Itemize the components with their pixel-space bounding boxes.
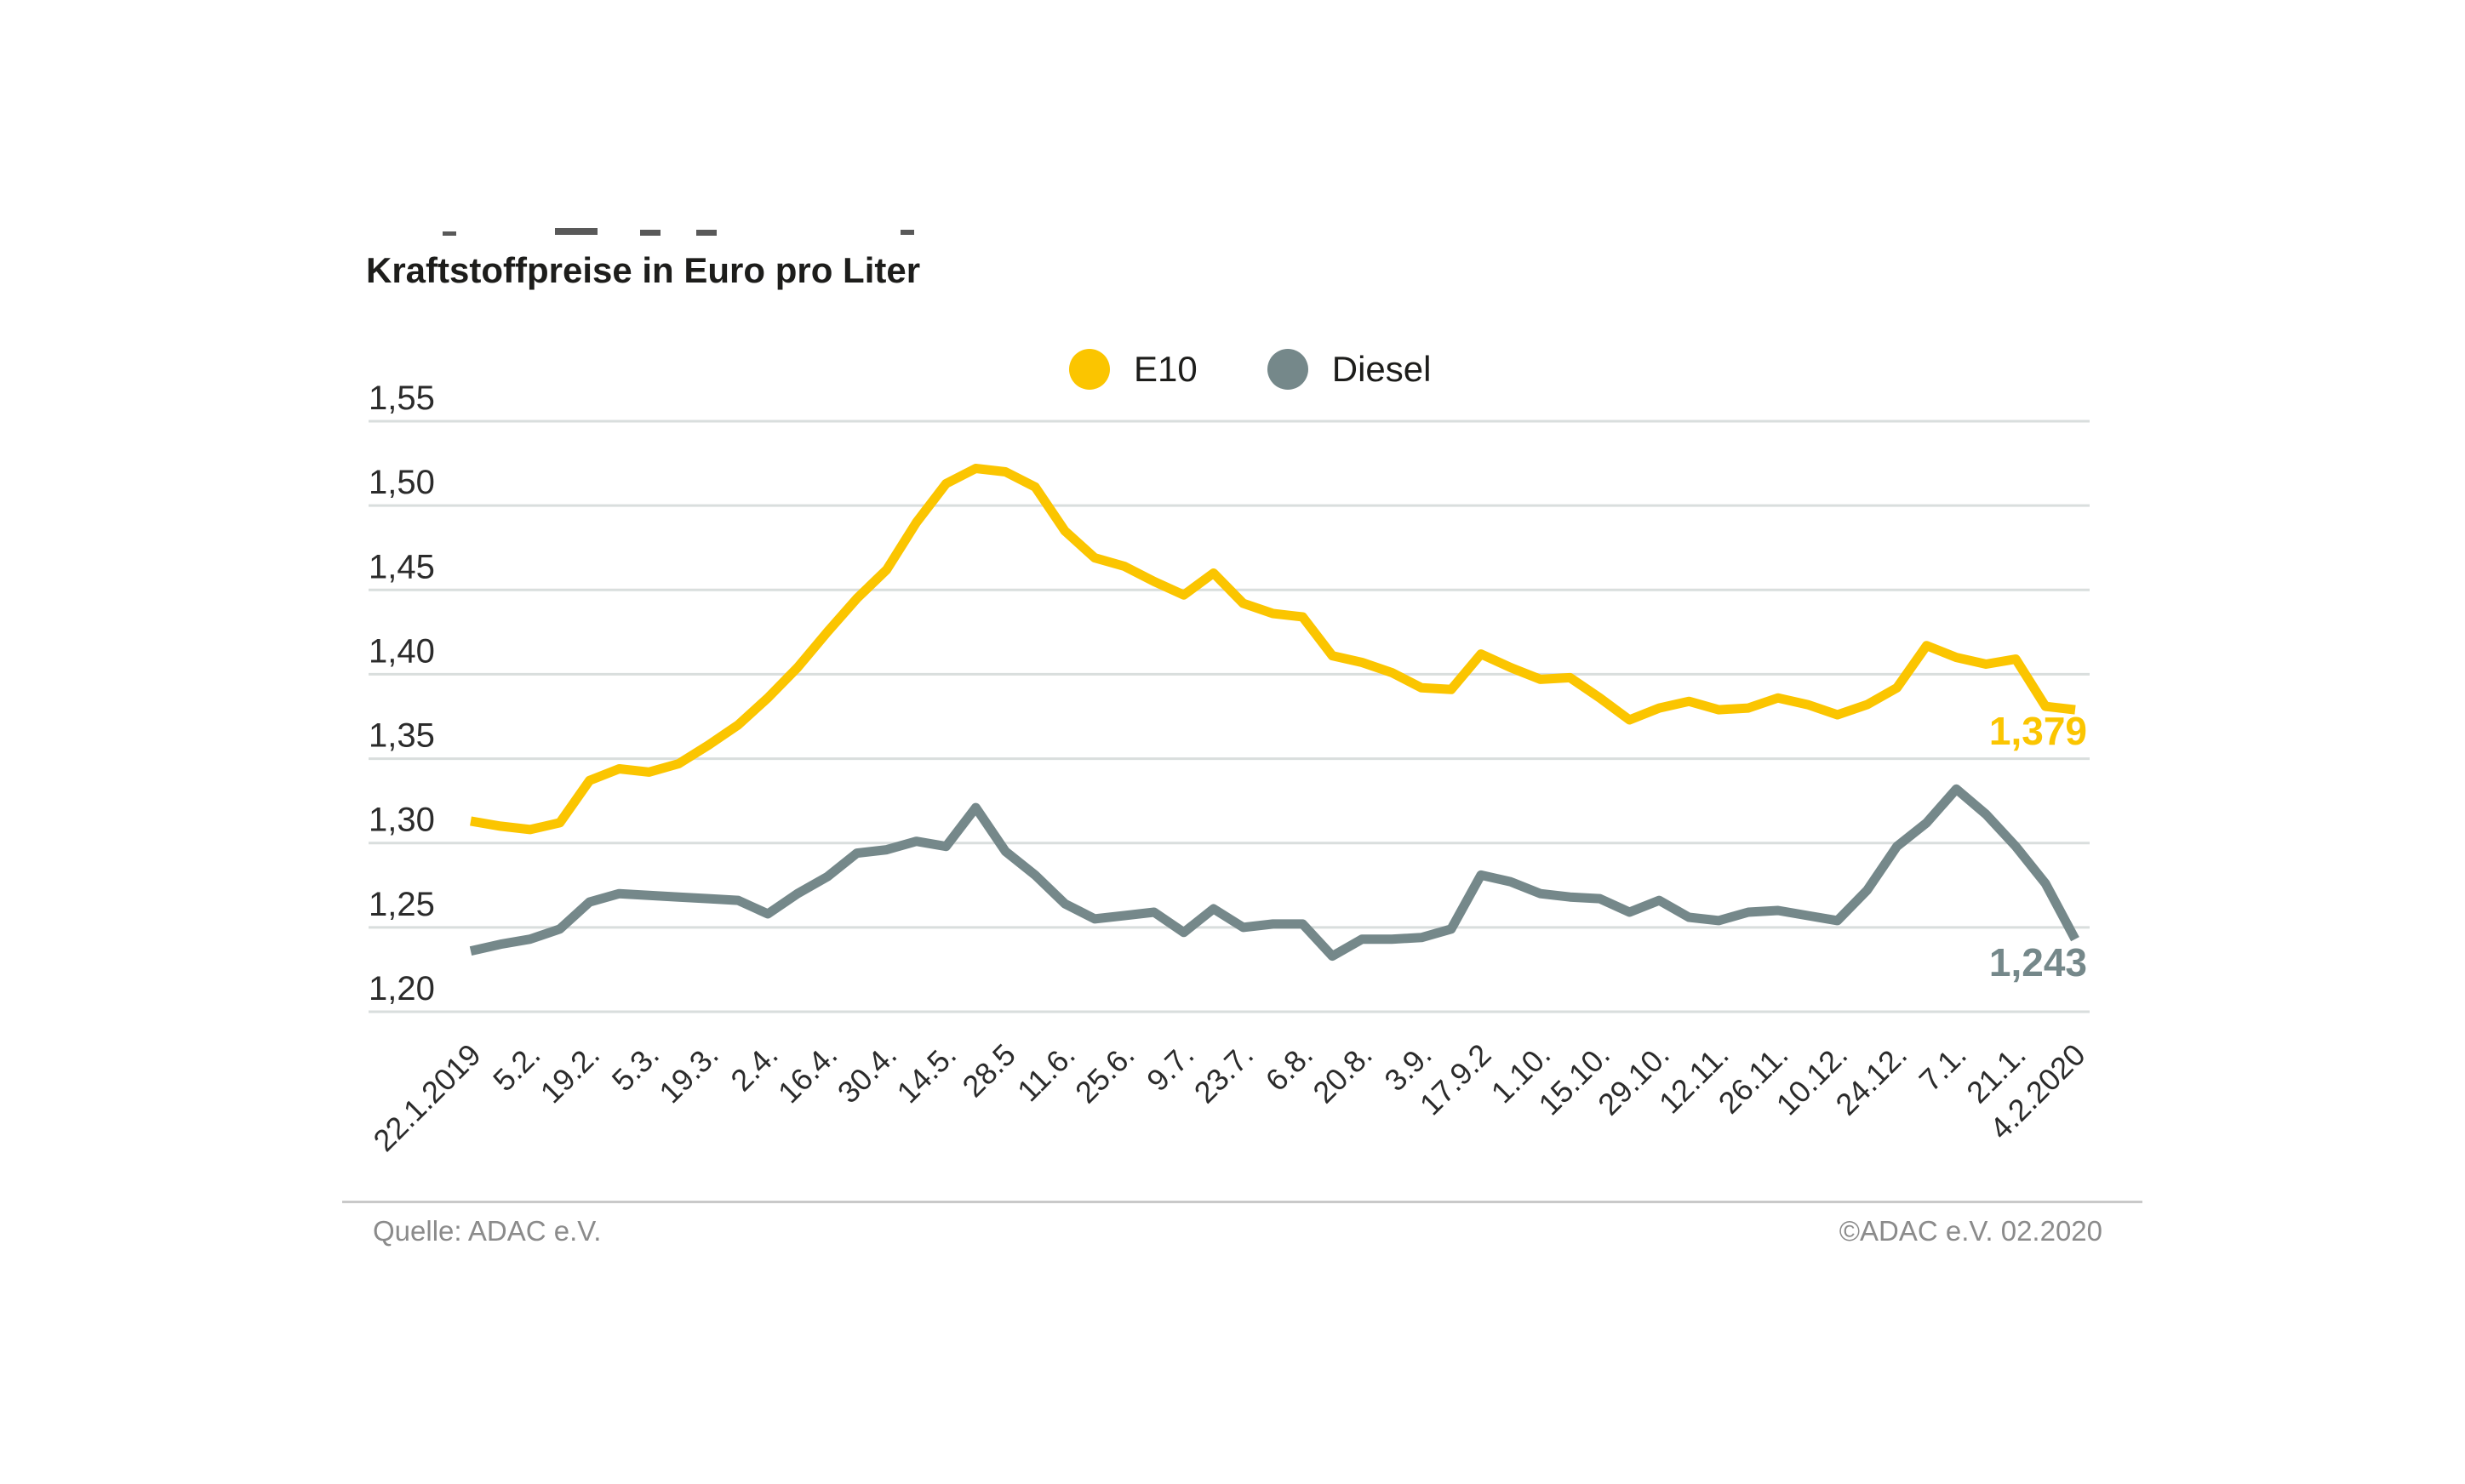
x-axis-tick-label: 23.7. xyxy=(1187,1037,1261,1110)
cropped-text-artifact xyxy=(901,230,914,235)
e10-price-line xyxy=(470,464,2076,835)
chart-legend: E10 Diesel xyxy=(1069,349,1431,390)
y-axis-tick-label: 1,40 xyxy=(369,632,435,670)
x-axis-tick-label: 19.3. xyxy=(652,1037,725,1110)
legend-dot-e10 xyxy=(1069,349,1110,390)
y-axis-tick-label: 1,20 xyxy=(369,970,435,1007)
legend-dot-diesel xyxy=(1267,349,1308,390)
x-axis-tick-label: 20.8. xyxy=(1306,1037,1379,1110)
diesel-price-line xyxy=(469,784,2079,962)
x-axis-tick-label: 22.1.2019 xyxy=(366,1037,487,1158)
page-title: Kraftstoffpreise in Euro pro Liter xyxy=(366,250,921,290)
x-axis-tick-label: 14.5. xyxy=(890,1037,964,1110)
y-axis-tick-label: 1,35 xyxy=(369,717,435,755)
e10-end-value-label: 1,379 xyxy=(1988,709,2087,753)
y-axis-tick-label: 1,55 xyxy=(369,380,435,417)
x-axis-tick-label: 11.6. xyxy=(1010,1037,1082,1109)
cropped-text-artifact xyxy=(443,231,456,236)
legend-label-e10: E10 xyxy=(1134,349,1198,389)
copyright-notice: ©ADAC e.V. 02.2020 xyxy=(1839,1215,2102,1247)
cropped-text-artifact xyxy=(640,230,661,236)
x-axis-tick-label: 28.5 xyxy=(955,1037,1022,1104)
y-axis-tick-label: 1,45 xyxy=(369,548,435,585)
diesel-end-value-label: 1,243 xyxy=(1988,940,2087,985)
footer-separator-line xyxy=(342,1201,2142,1203)
cropped-text-artifact xyxy=(696,230,717,236)
x-axis-tick-label: 16.4. xyxy=(771,1037,844,1110)
x-axis-tick-label: 30.4. xyxy=(831,1037,904,1110)
x-axis-tick-label: 25.6. xyxy=(1068,1037,1141,1110)
legend-label-diesel: Diesel xyxy=(1331,349,1432,389)
y-axis-tick-label: 1,25 xyxy=(369,886,435,923)
y-axis-tick-label: 1,50 xyxy=(369,464,435,501)
y-axis-tick-label: 1,30 xyxy=(369,802,435,839)
cropped-text-artifact xyxy=(555,228,598,235)
source-credit: Quelle: ADAC e.V. xyxy=(373,1215,602,1247)
x-axis-tick-label: 19.2. xyxy=(534,1037,607,1110)
